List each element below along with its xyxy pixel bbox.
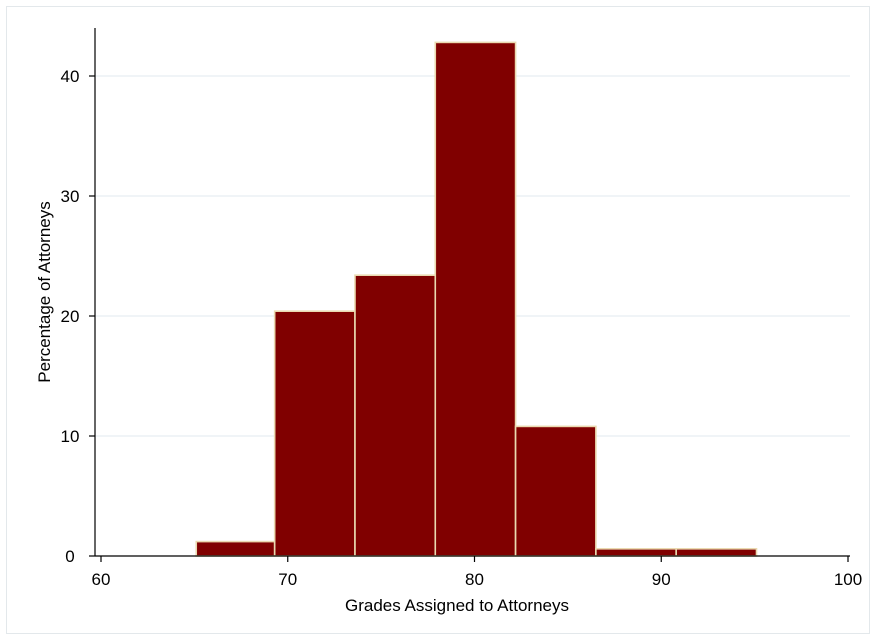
histogram-bar-2: [273, 310, 356, 557]
histogram-bar-1: [195, 540, 276, 557]
histogram-bar-3: [354, 274, 437, 557]
ticks: 0 10 20 30 40 60 70 80 90 100: [61, 67, 863, 589]
x-tick-label-90: 90: [652, 570, 671, 589]
y-tick-label-20: 20: [61, 307, 80, 326]
y-tick-label-30: 30: [61, 187, 80, 206]
histogram-bar-7: [675, 547, 758, 557]
y-axis-title: Percentage of Attorneys: [35, 201, 54, 382]
histogram-bar-4: [434, 41, 517, 557]
x-tick-label-80: 80: [465, 570, 484, 589]
axes: [94, 28, 850, 557]
x-tick-label-70: 70: [278, 570, 297, 589]
x-tick-label-100: 100: [834, 570, 862, 589]
y-tick-label-0: 0: [65, 547, 74, 566]
histogram-bar-6: [595, 547, 677, 557]
bars: [195, 41, 758, 557]
x-tick-label-60: 60: [92, 570, 111, 589]
histogram-bar-5: [514, 425, 597, 557]
x-axis-title: Grades Assigned to Attorneys: [345, 596, 569, 615]
y-tick-label-40: 40: [61, 67, 80, 86]
y-tick-label-10: 10: [61, 427, 80, 446]
